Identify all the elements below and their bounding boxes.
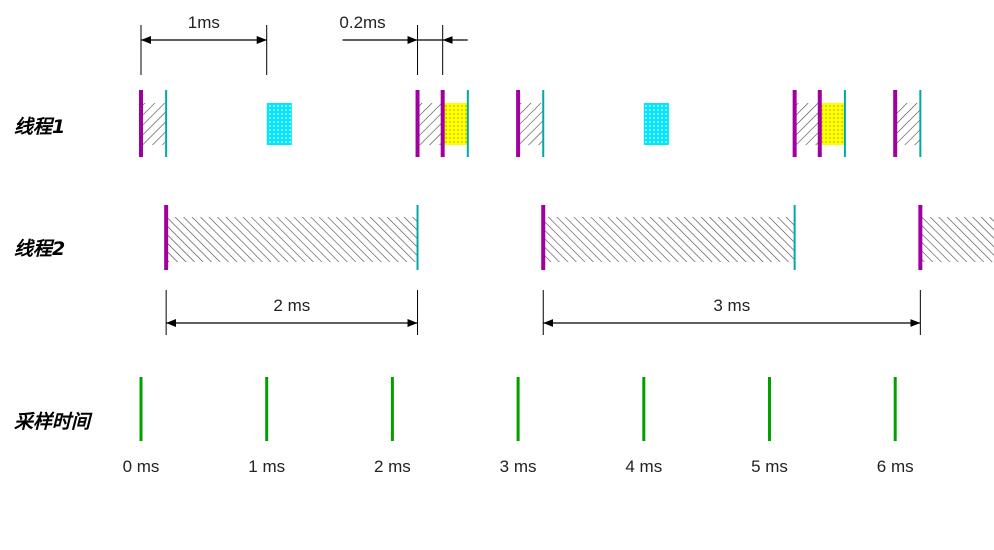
sample-time-label: 2 ms (374, 457, 411, 476)
thread1-cpu-block (266, 103, 292, 145)
sample-time-label: 1 ms (248, 457, 285, 476)
thread1-run-segment (417, 103, 443, 145)
sampling-label: 采样时间 (14, 411, 93, 433)
thread2-run-segment (920, 217, 994, 262)
sample-time-label: 6 ms (877, 457, 914, 476)
dimension-label: 0.2ms (339, 13, 385, 32)
thread1-run-segment (895, 103, 921, 145)
dimension-label: 3 ms (713, 296, 750, 315)
sample-time-label: 0 ms (123, 457, 160, 476)
thread2-label: 线程2 (14, 238, 65, 260)
thread1-label: 线程1 (14, 116, 65, 138)
thread2-run-segment (166, 217, 418, 262)
thread2-run-segment (543, 217, 795, 262)
sample-time-label: 3 ms (500, 457, 537, 476)
sample-time-label: 4 ms (625, 457, 662, 476)
thread1-run-segment (518, 103, 544, 145)
thread1-wait-block (442, 103, 468, 145)
thread1-cpu-block (643, 103, 669, 145)
sample-time-label: 5 ms (751, 457, 788, 476)
thread1-run-segment (141, 103, 167, 145)
dimension-label: 2 ms (273, 296, 310, 315)
dimension-label: 1ms (188, 13, 220, 32)
thread1-run-segment (794, 103, 820, 145)
thread1-wait-block (819, 103, 845, 145)
